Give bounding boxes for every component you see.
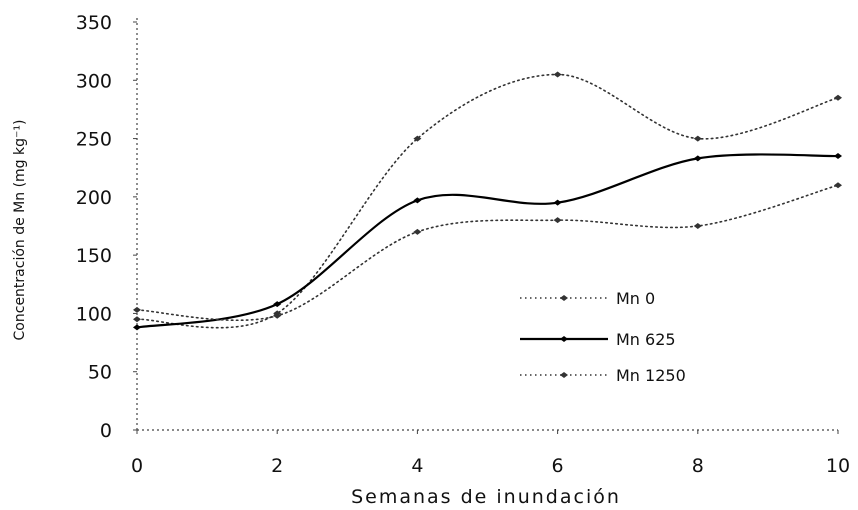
data-point <box>413 135 422 142</box>
data-point <box>693 223 702 229</box>
data-point <box>133 324 141 331</box>
y-tick-label: 250 <box>76 129 112 151</box>
data-point <box>273 312 282 319</box>
data-point <box>553 71 562 78</box>
legend-label: Mn 1250 <box>616 366 686 385</box>
data-point <box>693 135 702 142</box>
data-point <box>133 316 141 323</box>
x-tick-label: 10 <box>826 455 850 477</box>
x-tick-label: 0 <box>131 455 143 477</box>
y-tick-label: 300 <box>76 70 112 92</box>
x-tick-label: 6 <box>552 455 564 477</box>
series-line-2 <box>135 153 840 329</box>
legend-marker <box>560 336 568 342</box>
axes: 0 50 100 150 200 250 300 350 0 2 4 6 8 10 <box>76 12 850 477</box>
y-tick-label: 100 <box>76 303 112 325</box>
x-tick-label: 4 <box>411 455 423 477</box>
data-point <box>273 301 282 308</box>
data-point <box>553 199 562 206</box>
data-point <box>133 306 141 313</box>
legend-marker <box>560 295 568 301</box>
legend: Mn 0 Mn 625 Mn 1250 <box>520 289 686 385</box>
data-point <box>834 153 842 160</box>
y-tick-label: 50 <box>88 362 112 384</box>
series-line-1 <box>136 73 839 329</box>
series-layer <box>133 71 842 331</box>
x-axis-title: Semanas de inundación <box>351 486 621 508</box>
x-tick-label: 2 <box>271 455 283 477</box>
y-tick-label: 200 <box>76 187 112 209</box>
legend-label: Mn 625 <box>616 330 676 349</box>
data-point <box>553 217 562 224</box>
series-line-3 <box>136 184 839 322</box>
legend-label: Mn 0 <box>616 289 655 308</box>
y-axis-title: Concentración de Mn (mg kg⁻¹) <box>12 120 28 341</box>
data-point <box>413 228 422 235</box>
y-tick-label: 350 <box>76 12 112 34</box>
data-point <box>834 182 842 189</box>
y-tick-label: 0 <box>100 420 112 442</box>
x-tick-label: 8 <box>692 455 704 477</box>
legend-marker <box>560 372 568 378</box>
data-point <box>413 197 422 204</box>
data-point <box>834 94 842 101</box>
y-tick-label: 150 <box>76 245 112 267</box>
data-point <box>693 155 702 162</box>
